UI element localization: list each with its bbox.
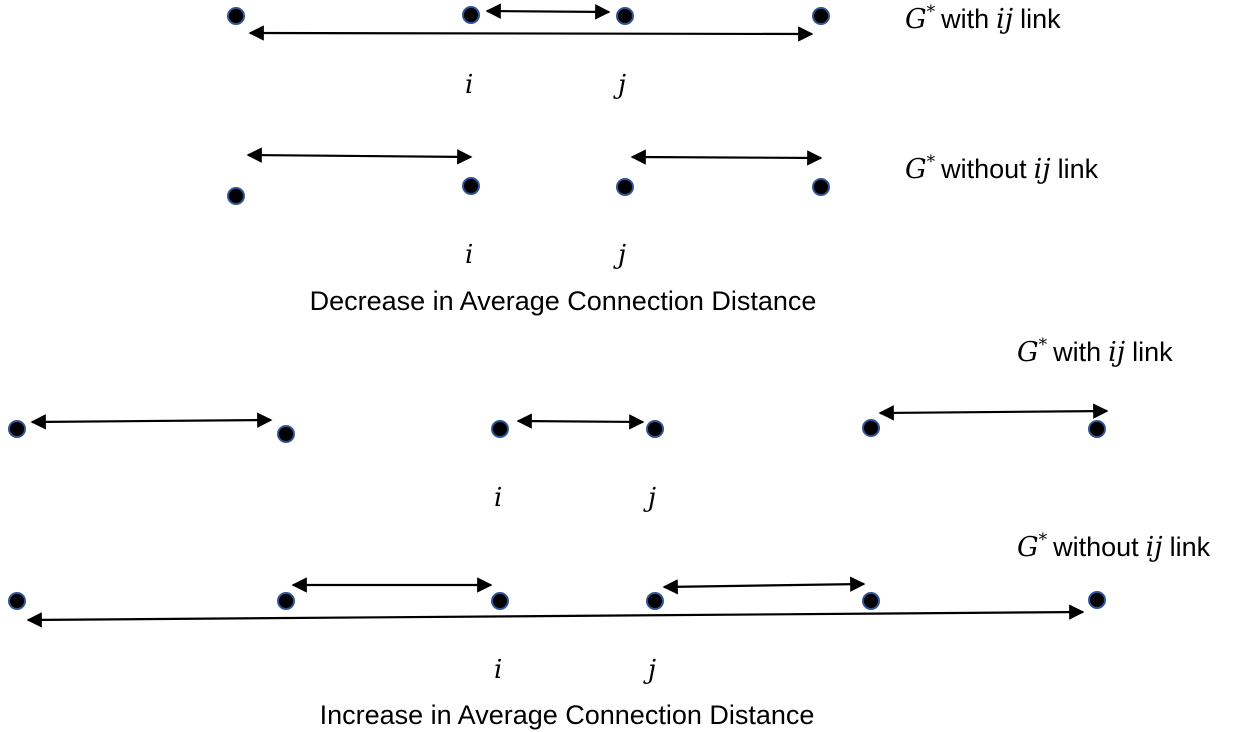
bottom-with-node-2	[277, 425, 295, 443]
bottom-with-node-j	[646, 420, 664, 438]
bottom-without-node-2	[277, 592, 295, 610]
bottom-with-arrow-ij	[516, 413, 645, 430]
bottom-with-node-6	[1088, 420, 1106, 438]
bottom-without-label: G* without ij link	[1017, 530, 1211, 563]
bottom-with-row: G* with ij link	[8, 335, 1173, 443]
bottom-without-i-label: i	[494, 655, 502, 685]
bottom-caption: Increase in Average Connection Distance	[320, 700, 815, 730]
bottom-with-label: G* with ij link	[1017, 335, 1173, 368]
bottom-without-node-5	[862, 592, 880, 610]
top-with-row: G* with ij link	[227, 2, 1061, 42]
top-without-row: G* without ij link	[227, 147, 1099, 205]
bottom-without-arrow-right	[662, 576, 866, 595]
bottom-without-row: G* without ij link	[8, 530, 1211, 628]
top-with-node-1	[227, 7, 245, 25]
bottom-without-node-6	[1088, 591, 1106, 609]
bottom-without-j-label: j	[643, 655, 656, 685]
bottom-with-node-i	[491, 420, 509, 438]
bottom-with-node-1	[8, 420, 26, 438]
bottom-with-arrow-right	[878, 403, 1109, 421]
top-with-arrow-ij	[485, 3, 611, 20]
top-without-node-j	[616, 178, 634, 196]
top-with-node-j	[616, 7, 634, 25]
top-with-arrow-outer	[248, 25, 814, 42]
top-with-node-4	[812, 7, 830, 25]
top-without-label: G* without ij link	[905, 152, 1099, 185]
top-caption: Decrease in Average Connection Distance	[310, 286, 817, 316]
top-with-node-i	[462, 6, 480, 24]
bottom-with-i-label: i	[494, 483, 502, 513]
bottom-without-node-i	[491, 592, 509, 610]
bottom-with-j-label: j	[643, 483, 656, 513]
top-without-arrow-right	[630, 149, 823, 166]
top-without-i-label: i	[465, 240, 473, 270]
bottom-without-node-j	[646, 592, 664, 610]
bottom-with-node-5	[862, 419, 880, 437]
bottom-without-arrow-outer	[26, 604, 1085, 628]
top-without-node-i	[462, 177, 480, 195]
top-with-j-label: j	[613, 70, 626, 100]
bottom-with-arrow-left	[30, 412, 273, 430]
top-without-j-label: j	[613, 240, 626, 270]
top-without-arrow-left	[246, 147, 473, 165]
top-with-i-label: i	[465, 70, 473, 100]
top-panel: G* with ij link i j G* without ij link i j Dec…	[227, 2, 1099, 316]
top-with-label: G* with ij link	[905, 2, 1061, 35]
top-without-node-4	[812, 178, 830, 196]
top-without-node-1	[227, 187, 245, 205]
bottom-without-node-1	[8, 592, 26, 610]
bottom-panel: G* with ij link i j G* without ij link	[8, 335, 1211, 730]
